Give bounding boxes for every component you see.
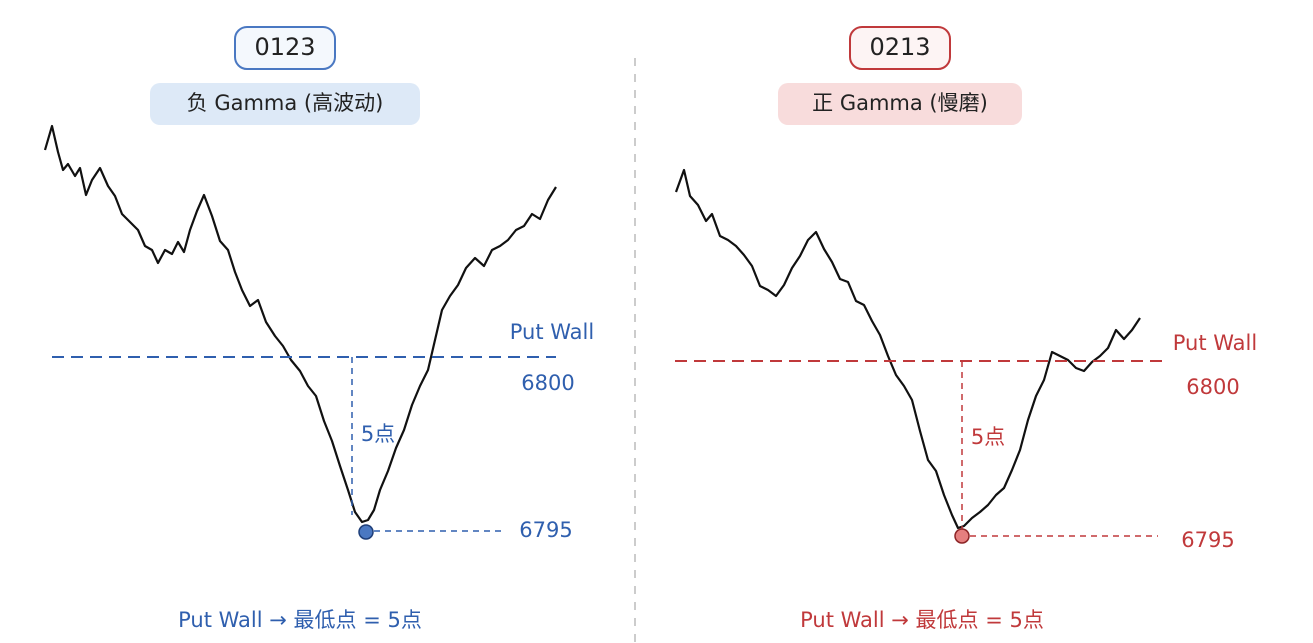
regime: 正 Gamma (慢磨)	[812, 91, 988, 115]
low-level: 6795	[1181, 528, 1234, 552]
footer: Put Wall → 最低点 = 5点	[800, 608, 1044, 632]
low-point	[954, 528, 970, 544]
gap: 5点	[361, 422, 395, 446]
panel-left: 0123 负 Gamma (高波动) Put Wall 6800 5点 6795…	[43, 26, 594, 632]
gap: 5点	[971, 425, 1005, 449]
date-box	[849, 26, 951, 70]
regime-box	[150, 83, 420, 125]
date-box	[234, 26, 336, 70]
regime-box	[778, 83, 1022, 125]
wall-level: 6800	[1186, 375, 1239, 399]
price-line	[674, 168, 1141, 530]
low-level: 6795	[519, 518, 572, 542]
price-line	[43, 124, 557, 524]
wall-level: 6800	[521, 371, 574, 395]
date: 0123	[254, 33, 315, 61]
date: 0213	[869, 33, 930, 61]
wall-label: Put Wall	[1173, 331, 1257, 355]
wall-label: Put Wall	[510, 320, 594, 344]
panel-right: 0213 正 Gamma (慢磨) Put Wall 6800 5点 6795 …	[674, 26, 1257, 632]
footer: Put Wall → 最低点 = 5点	[178, 608, 422, 632]
low-point	[358, 524, 374, 540]
regime: 负 Gamma (高波动)	[187, 91, 384, 115]
